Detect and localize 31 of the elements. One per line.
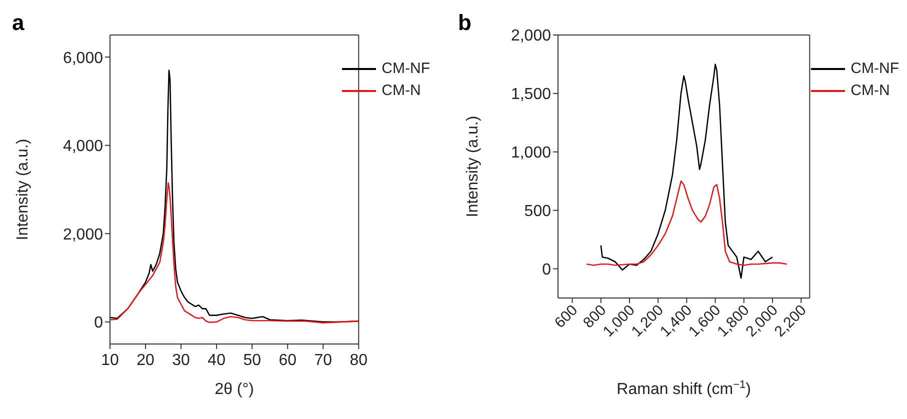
line-series: [600, 64, 774, 279]
x-tick-label: 40: [208, 352, 226, 369]
y-tick-label: 1,000: [510, 144, 552, 162]
x-tick-label: 10: [101, 352, 119, 369]
y-tick-label: 500: [524, 203, 552, 220]
x-tick-label: 80: [350, 352, 368, 369]
chart-title: a: [12, 10, 24, 36]
x-tick-label: 30: [172, 352, 190, 369]
legend-label: CM-N: [850, 81, 890, 101]
x-tick-label: 50: [243, 352, 262, 369]
y-axis-title: Intensity (a.u.): [464, 116, 482, 218]
y-tick-label: 0: [94, 314, 104, 332]
line-series: [586, 180, 788, 266]
y-tick-label: 2,000: [510, 28, 552, 45]
y-tick-label: 4,000: [62, 138, 104, 156]
y-tick-label: 2,000: [62, 226, 104, 244]
legend-label: CM-NF: [382, 59, 430, 79]
chart-title: b: [458, 10, 472, 36]
x-tick-label: 60: [278, 352, 297, 369]
x-tick-label: 20: [136, 352, 155, 369]
legend-label: CM-N: [382, 81, 421, 101]
y-axis-title: Intensity (a.u.): [14, 138, 32, 240]
x-tick-label: 70: [314, 352, 332, 369]
y-tick-label: 0: [542, 261, 552, 278]
x-axis-title: Raman shift (cm$^{−1}$): [616, 379, 752, 398]
legend-label: CM-NF: [850, 59, 899, 79]
y-tick-label: 1,500: [510, 86, 552, 104]
line-series: [110, 182, 359, 324]
y-tick-label: 6,000: [62, 50, 104, 67]
x-axis-title: 2θ (°): [214, 381, 254, 398]
x-tick-label: 600: [551, 302, 582, 332]
